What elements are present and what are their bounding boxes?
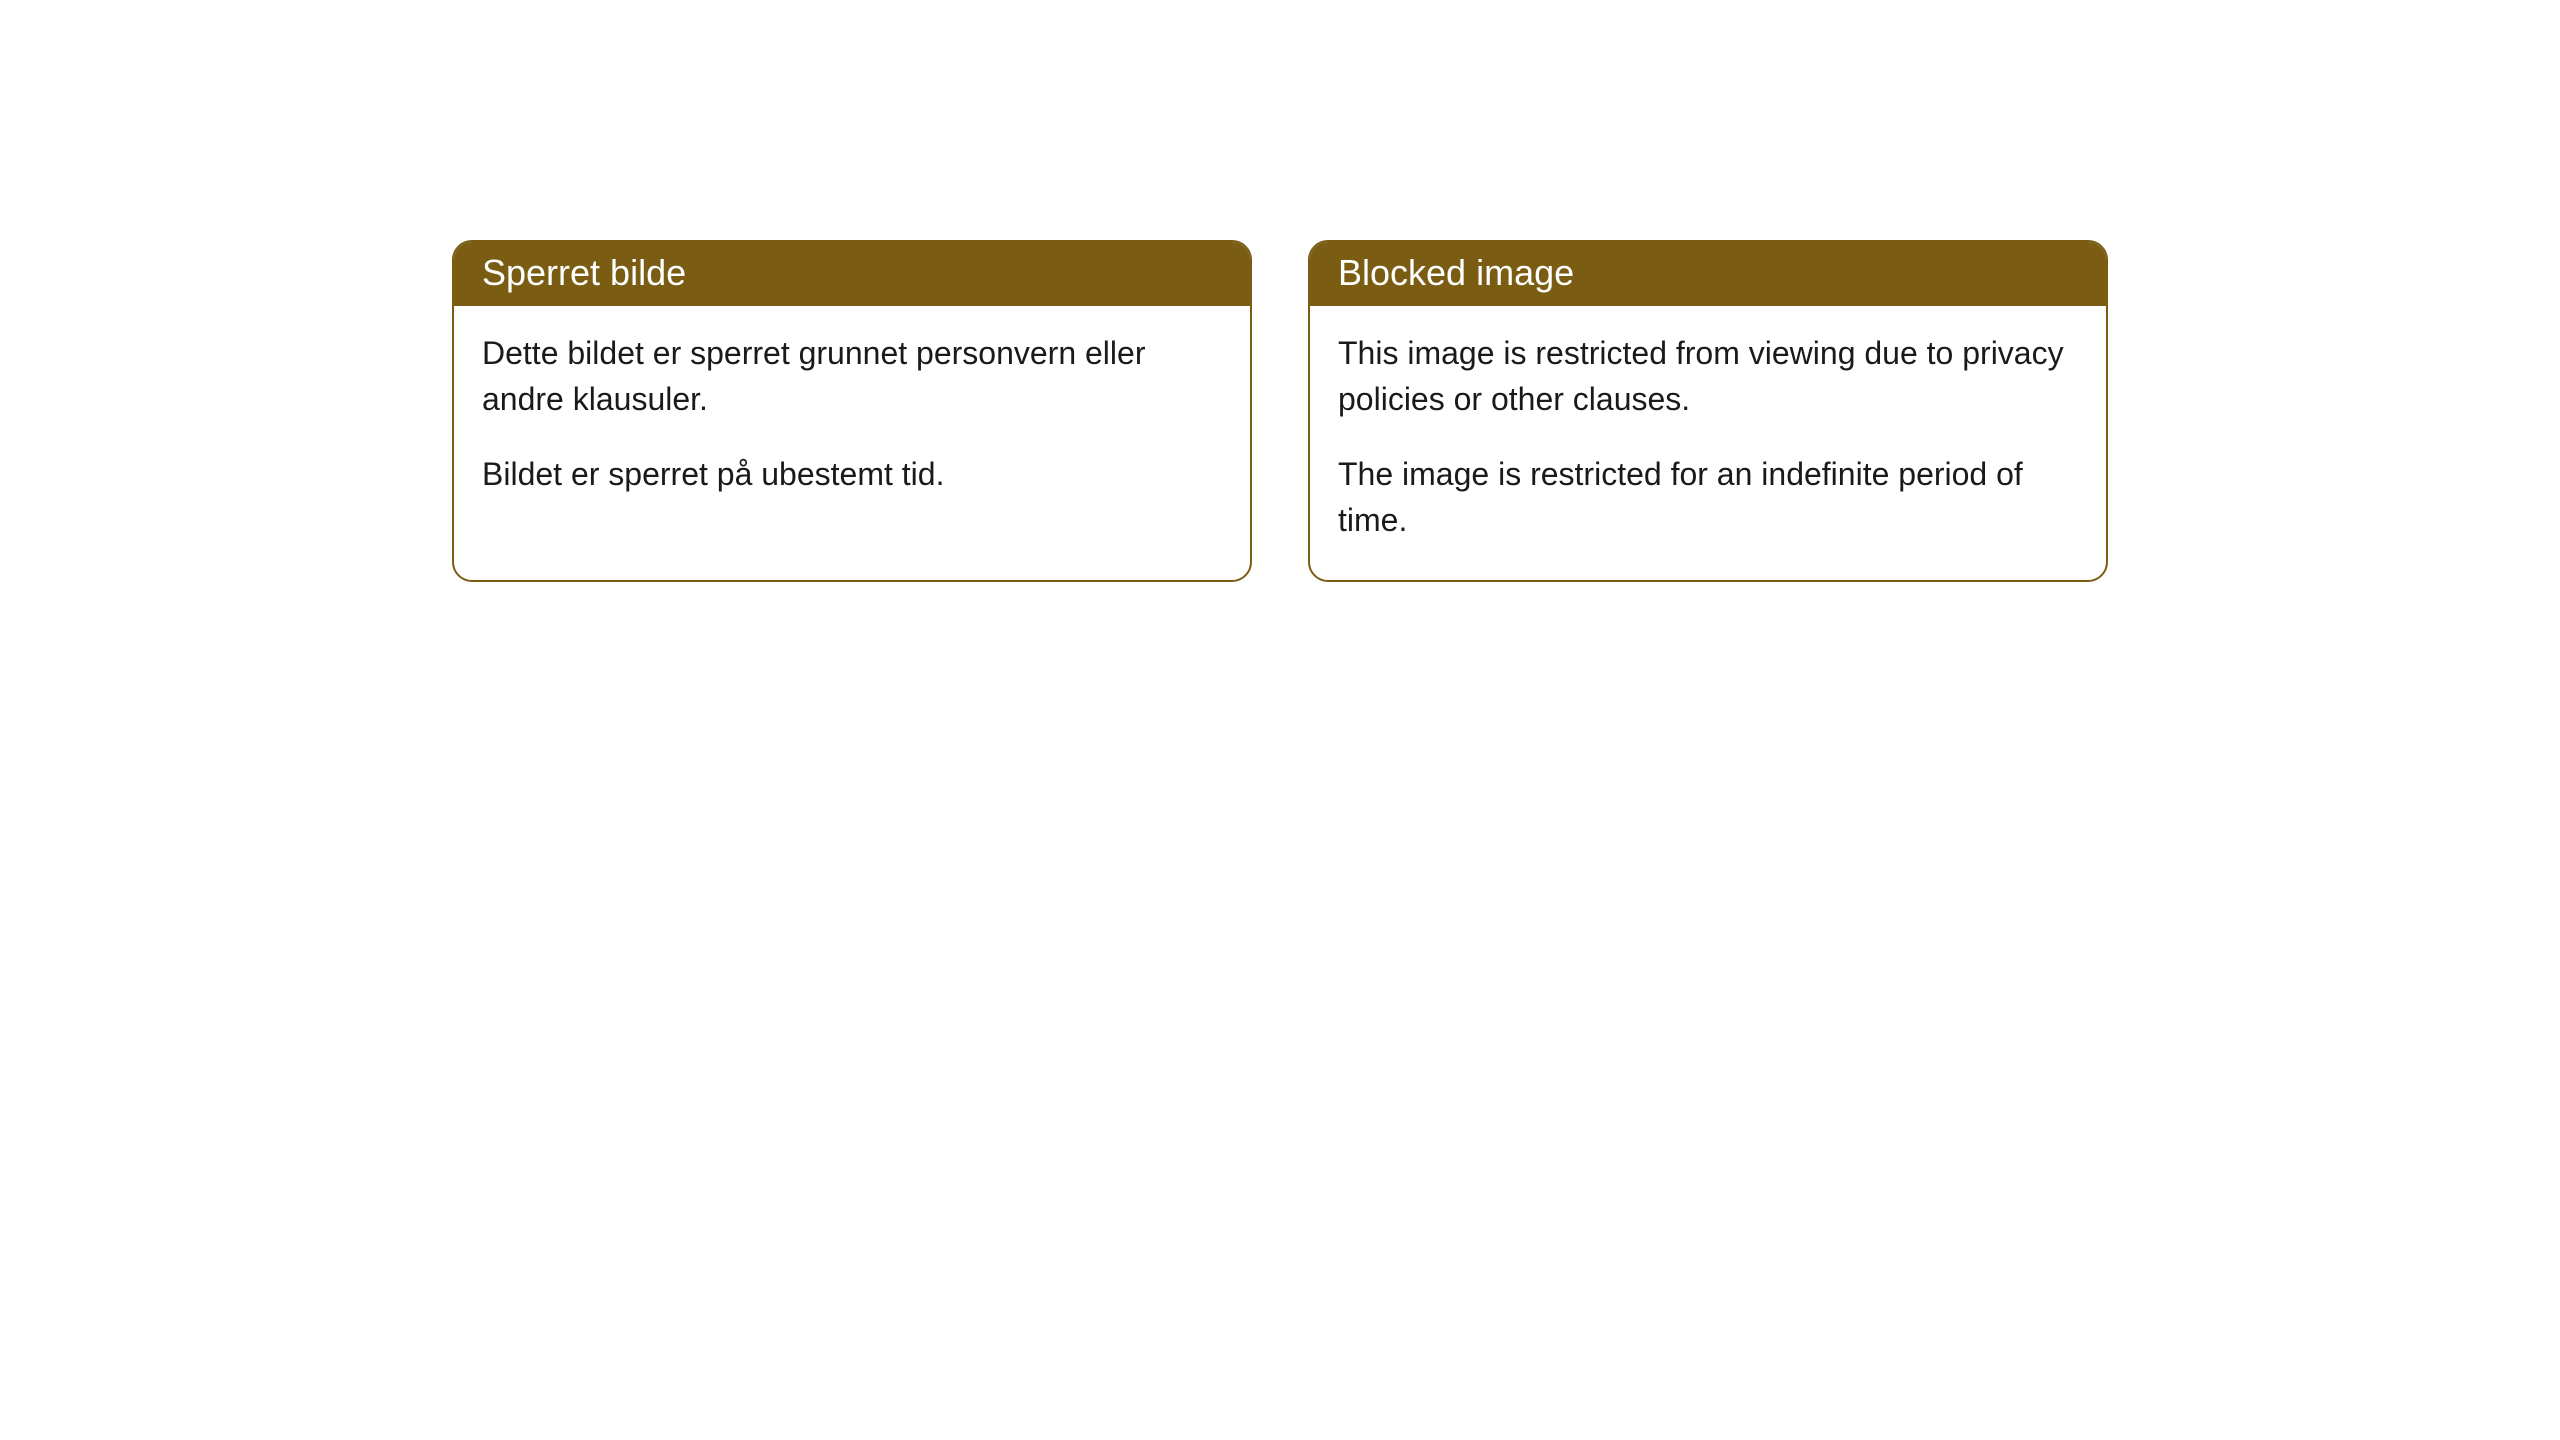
card-body-english: This image is restricted from viewing du… (1310, 306, 2106, 580)
card-english: Blocked image This image is restricted f… (1308, 240, 2108, 582)
card-body-norwegian: Dette bildet er sperret grunnet personve… (454, 306, 1250, 533)
card-header-english: Blocked image (1310, 242, 2106, 306)
cards-container: Sperret bilde Dette bildet er sperret gr… (0, 0, 2560, 582)
card-paragraph-1-norwegian: Dette bildet er sperret grunnet personve… (482, 330, 1222, 423)
card-norwegian: Sperret bilde Dette bildet er sperret gr… (452, 240, 1252, 582)
card-paragraph-1-english: This image is restricted from viewing du… (1338, 330, 2078, 423)
card-header-norwegian: Sperret bilde (454, 242, 1250, 306)
card-paragraph-2-norwegian: Bildet er sperret på ubestemt tid. (482, 451, 1222, 497)
card-title-norwegian: Sperret bilde (482, 252, 686, 293)
card-title-english: Blocked image (1338, 252, 1574, 293)
card-paragraph-2-english: The image is restricted for an indefinit… (1338, 451, 2078, 544)
